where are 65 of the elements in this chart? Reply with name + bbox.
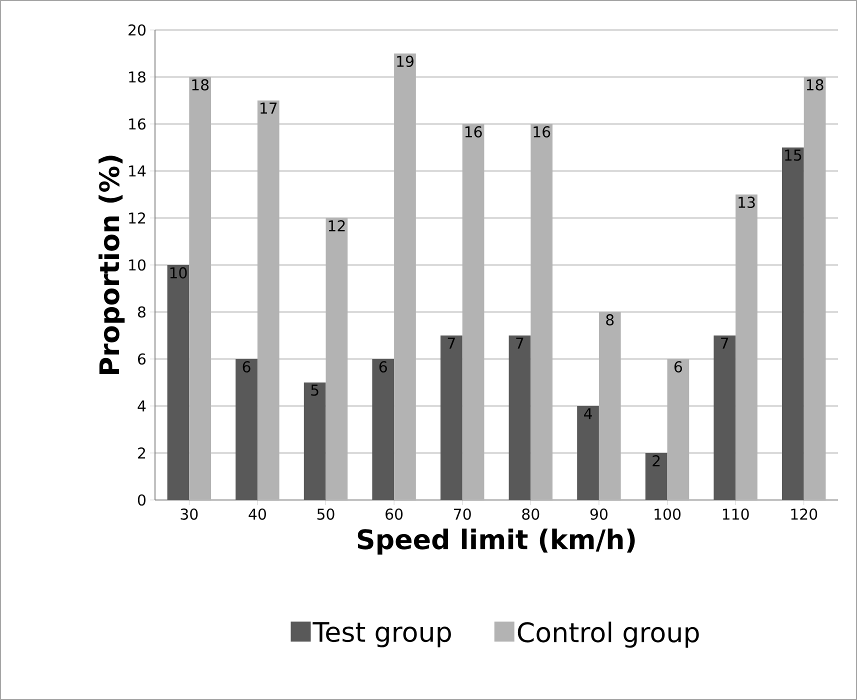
x-tick-label: 80 (522, 508, 540, 520)
data-label: 7 (448, 338, 455, 349)
y-tick-label: 8 (138, 306, 146, 318)
x-tick-label: 100 (654, 508, 681, 520)
data-label: 16 (534, 126, 550, 138)
y-tick-label: 0 (138, 494, 146, 506)
bar (440, 335, 462, 500)
data-label: 6 (242, 361, 250, 372)
x-tick-label: 90 (590, 508, 608, 520)
x-tick-label: 110 (722, 508, 749, 520)
data-label: 2 (652, 455, 660, 466)
bar (394, 53, 416, 500)
y-tick-label: 14 (129, 166, 146, 176)
bar (372, 358, 394, 500)
bar (530, 124, 553, 500)
data-label: 16 (465, 126, 482, 138)
data-label: 7 (721, 338, 728, 349)
bar (236, 358, 258, 500)
data-label: 5 (311, 384, 318, 396)
data-label: 6 (379, 361, 387, 372)
data-label: 6 (674, 361, 682, 372)
bar (462, 124, 484, 500)
bar (257, 100, 280, 500)
x-tick-label: 120 (791, 508, 818, 520)
y-tick-label: 2 (138, 447, 145, 459)
legend-label: Test group (312, 622, 451, 648)
bar (326, 218, 348, 500)
data-label: 17 (260, 102, 277, 114)
x-axis-title: Speed limit (km/h) (358, 528, 635, 555)
y-tick-label: 18 (129, 71, 146, 83)
data-label: 19 (397, 56, 414, 67)
data-label: 10 (170, 267, 187, 278)
bar (645, 452, 668, 500)
bar (598, 312, 621, 500)
x-tick-label: 70 (454, 508, 471, 520)
x-tick-label: 60 (386, 508, 403, 520)
bar (714, 335, 736, 500)
bar (804, 76, 826, 500)
data-label: 12 (328, 220, 345, 232)
x-tick-label: 40 (248, 508, 266, 520)
legend-label: Control group (518, 622, 699, 648)
data-label: 8 (606, 314, 614, 326)
y-tick-label: 10 (129, 259, 146, 271)
x-tick-label: 30 (180, 508, 198, 520)
data-label: 7 (516, 338, 524, 349)
bar (508, 335, 531, 500)
bar (736, 194, 758, 500)
data-label: 4 (584, 408, 592, 420)
data-label: 18 (806, 79, 824, 90)
bar (167, 264, 190, 500)
bar (667, 358, 690, 500)
bar (304, 382, 326, 500)
data-label: 18 (192, 79, 209, 90)
x-tick-label: 50 (317, 508, 334, 520)
data-label: 15 (785, 150, 802, 161)
data-label: 13 (738, 196, 755, 208)
y-tick-label: 12 (129, 212, 145, 224)
y-tick-label: 6 (138, 353, 146, 365)
bar (577, 406, 599, 500)
bar (782, 147, 804, 500)
y-tick-label: 4 (138, 400, 146, 412)
y-tick-label: 20 (128, 24, 146, 36)
y-tick-label: 16 (129, 118, 146, 130)
y-axis-title: Proportion (%) (98, 156, 125, 374)
bar (189, 76, 212, 500)
